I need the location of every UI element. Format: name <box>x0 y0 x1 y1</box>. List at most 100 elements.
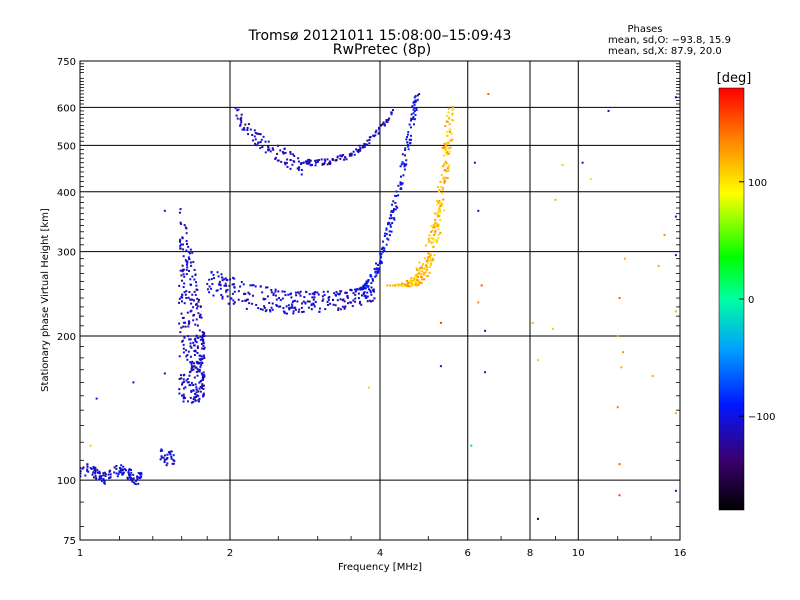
data-point <box>219 284 222 287</box>
data-point <box>298 292 301 295</box>
data-point <box>394 194 397 197</box>
data-point <box>337 307 340 310</box>
data-point <box>189 283 192 286</box>
data-point <box>388 234 391 237</box>
data-point <box>387 118 390 121</box>
data-point <box>159 458 162 461</box>
data-point <box>422 263 425 266</box>
data-point <box>225 289 228 292</box>
data-point <box>305 162 308 165</box>
data-point <box>435 241 438 244</box>
data-point <box>444 169 447 172</box>
data-point <box>427 237 430 240</box>
data-point <box>359 286 362 289</box>
data-point <box>127 469 130 472</box>
data-point <box>355 288 358 291</box>
data-point <box>163 209 166 212</box>
data-point <box>233 301 236 304</box>
data-point <box>311 163 314 166</box>
data-point <box>620 366 623 369</box>
data-point <box>334 294 337 297</box>
data-point <box>161 449 164 452</box>
data-point <box>346 294 349 297</box>
data-point <box>189 396 192 399</box>
data-point <box>199 380 202 383</box>
data-point <box>312 303 315 306</box>
data-point <box>277 144 280 147</box>
data-point <box>427 241 430 244</box>
data-point <box>199 358 202 361</box>
data-point <box>199 365 202 368</box>
data-point <box>93 469 96 472</box>
data-point <box>443 142 446 145</box>
data-point <box>192 306 195 309</box>
data-point <box>115 465 118 468</box>
data-point <box>392 208 395 211</box>
data-point <box>189 248 192 251</box>
data-point <box>197 336 200 339</box>
data-point <box>196 346 199 349</box>
data-point <box>218 280 221 283</box>
data-point <box>188 258 191 261</box>
data-point <box>186 377 189 380</box>
data-point <box>484 329 487 332</box>
data-point <box>166 456 169 459</box>
data-point <box>447 111 450 114</box>
data-point <box>121 469 124 472</box>
data-point <box>417 279 420 282</box>
data-point <box>451 118 454 121</box>
data-point <box>303 296 306 299</box>
data-point <box>378 262 381 265</box>
data-point <box>370 293 373 296</box>
data-point <box>415 107 418 110</box>
data-point <box>440 173 443 176</box>
data-point <box>359 300 362 303</box>
data-point <box>195 318 198 321</box>
data-point <box>268 309 271 312</box>
data-point <box>248 302 251 305</box>
data-point <box>421 278 424 281</box>
data-point <box>224 282 227 285</box>
data-point <box>198 316 201 319</box>
data-point <box>193 396 196 399</box>
data-point <box>420 265 423 268</box>
data-point <box>225 278 228 281</box>
data-point <box>301 311 304 314</box>
data-point <box>178 388 181 391</box>
data-point <box>438 206 441 209</box>
data-point <box>182 378 185 381</box>
data-point <box>443 209 446 212</box>
data-point <box>340 290 343 293</box>
data-point <box>185 227 188 230</box>
data-point <box>182 243 185 246</box>
data-point <box>243 128 246 131</box>
data-point <box>284 163 287 166</box>
data-point <box>430 224 433 227</box>
data-point <box>430 237 433 240</box>
data-point <box>287 293 290 296</box>
data-point <box>380 260 383 263</box>
data-point <box>244 299 247 302</box>
data-point <box>420 267 423 270</box>
data-point <box>300 163 303 166</box>
data-point <box>408 123 411 126</box>
data-point <box>188 269 191 272</box>
data-point <box>552 327 555 330</box>
data-point <box>80 470 82 473</box>
data-point <box>345 158 348 161</box>
stats-line-o: mean, sd,O: −93.8, 15.9 <box>608 35 731 46</box>
data-point <box>269 310 272 313</box>
data-point <box>168 452 171 455</box>
data-point <box>195 281 198 284</box>
data-point <box>190 346 193 349</box>
data-point <box>108 477 111 480</box>
data-point <box>259 285 262 288</box>
data-point <box>208 285 211 288</box>
data-point <box>443 164 446 167</box>
data-point <box>194 366 197 369</box>
data-point <box>364 282 367 285</box>
data-point <box>181 270 184 273</box>
colorbar-unit-label: [deg] <box>717 71 752 86</box>
data-point <box>210 287 213 290</box>
data-point <box>290 296 293 299</box>
